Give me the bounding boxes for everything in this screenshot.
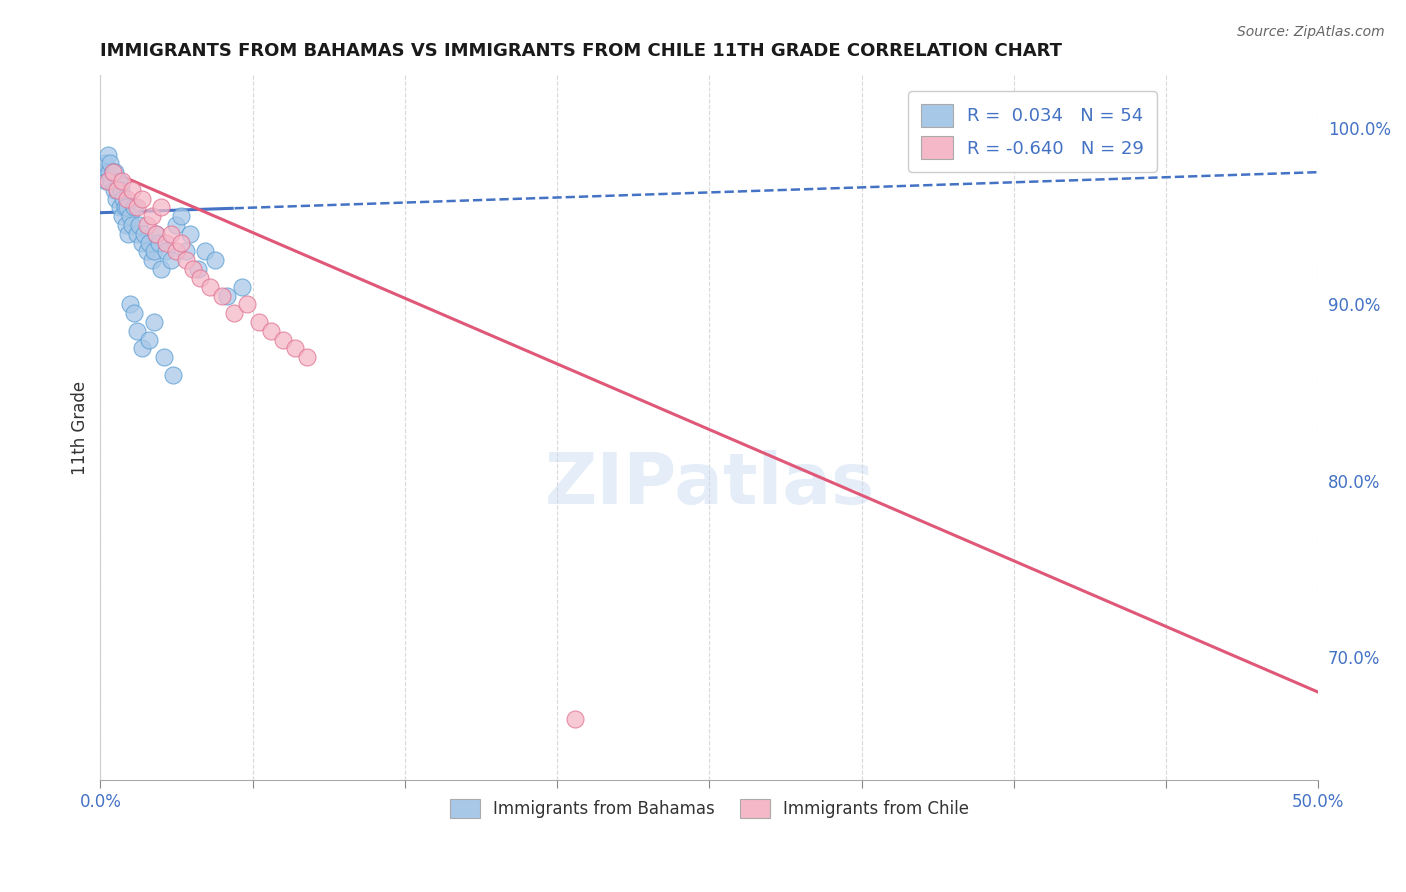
Point — [174, 253, 197, 268]
Point — [108, 201, 131, 215]
Point — [271, 333, 294, 347]
Point — [284, 342, 307, 356]
Point — [125, 227, 148, 241]
Point — [121, 183, 143, 197]
Point — [224, 306, 246, 320]
Point — [188, 271, 211, 285]
Point — [198, 279, 221, 293]
Point — [204, 253, 226, 268]
Point — [131, 192, 153, 206]
Point — [111, 209, 134, 223]
Point — [231, 279, 253, 293]
Point — [174, 244, 197, 259]
Point — [97, 174, 120, 188]
Point — [101, 165, 124, 179]
Point — [124, 306, 146, 320]
Point — [104, 165, 127, 179]
Point — [235, 297, 257, 311]
Point — [150, 262, 173, 277]
Point — [138, 333, 160, 347]
Point — [118, 209, 141, 223]
Text: IMMIGRANTS FROM BAHAMAS VS IMMIGRANTS FROM CHILE 11TH GRADE CORRELATION CHART: IMMIGRANTS FROM BAHAMAS VS IMMIGRANTS FR… — [100, 42, 1063, 60]
Point — [125, 201, 148, 215]
Text: Source: ZipAtlas.com: Source: ZipAtlas.com — [1237, 25, 1385, 39]
Point — [131, 342, 153, 356]
Point — [110, 183, 132, 197]
Legend: Immigrants from Bahamas, Immigrants from Chile: Immigrants from Bahamas, Immigrants from… — [443, 792, 976, 825]
Point — [101, 165, 124, 179]
Point — [117, 227, 139, 241]
Point — [142, 244, 165, 259]
Point — [107, 174, 129, 188]
Point — [98, 156, 121, 170]
Point — [94, 156, 117, 170]
Point — [103, 183, 125, 197]
Y-axis label: 11th Grade: 11th Grade — [72, 381, 89, 475]
Point — [194, 244, 217, 259]
Point — [121, 218, 143, 232]
Point — [97, 165, 120, 179]
Point — [152, 350, 174, 364]
Point — [170, 235, 193, 250]
Point — [142, 315, 165, 329]
Point — [100, 174, 122, 188]
Point — [125, 324, 148, 338]
Point — [107, 183, 129, 197]
Point — [115, 201, 138, 215]
Point — [115, 218, 138, 232]
Point — [97, 147, 120, 161]
Point — [148, 235, 170, 250]
Point — [170, 209, 193, 223]
Point — [93, 165, 115, 179]
Point — [111, 174, 134, 188]
Point — [155, 235, 177, 250]
Point — [179, 227, 201, 241]
Text: ZIPatlas: ZIPatlas — [544, 450, 875, 518]
Point — [131, 235, 153, 250]
Point — [145, 227, 167, 241]
Point — [247, 315, 270, 329]
Point — [165, 244, 187, 259]
Point — [150, 201, 173, 215]
Point — [155, 244, 177, 259]
Point — [135, 244, 157, 259]
Point — [297, 350, 319, 364]
Point — [165, 218, 187, 232]
Point — [135, 218, 157, 232]
Point — [564, 712, 586, 726]
Point — [181, 262, 204, 277]
Point — [107, 183, 129, 197]
Point — [211, 288, 233, 302]
Point — [134, 227, 156, 241]
Point — [112, 192, 135, 206]
Point — [141, 209, 163, 223]
Point — [160, 253, 183, 268]
Point — [118, 297, 141, 311]
Point — [162, 368, 184, 382]
Point — [124, 201, 146, 215]
Point — [215, 288, 238, 302]
Point — [145, 227, 167, 241]
Point — [138, 235, 160, 250]
Point — [114, 201, 136, 215]
Point — [105, 192, 128, 206]
Point — [160, 227, 183, 241]
Point — [141, 253, 163, 268]
Point — [260, 324, 283, 338]
Point — [128, 218, 150, 232]
Point — [187, 262, 209, 277]
Point — [96, 174, 118, 188]
Point — [115, 192, 138, 206]
